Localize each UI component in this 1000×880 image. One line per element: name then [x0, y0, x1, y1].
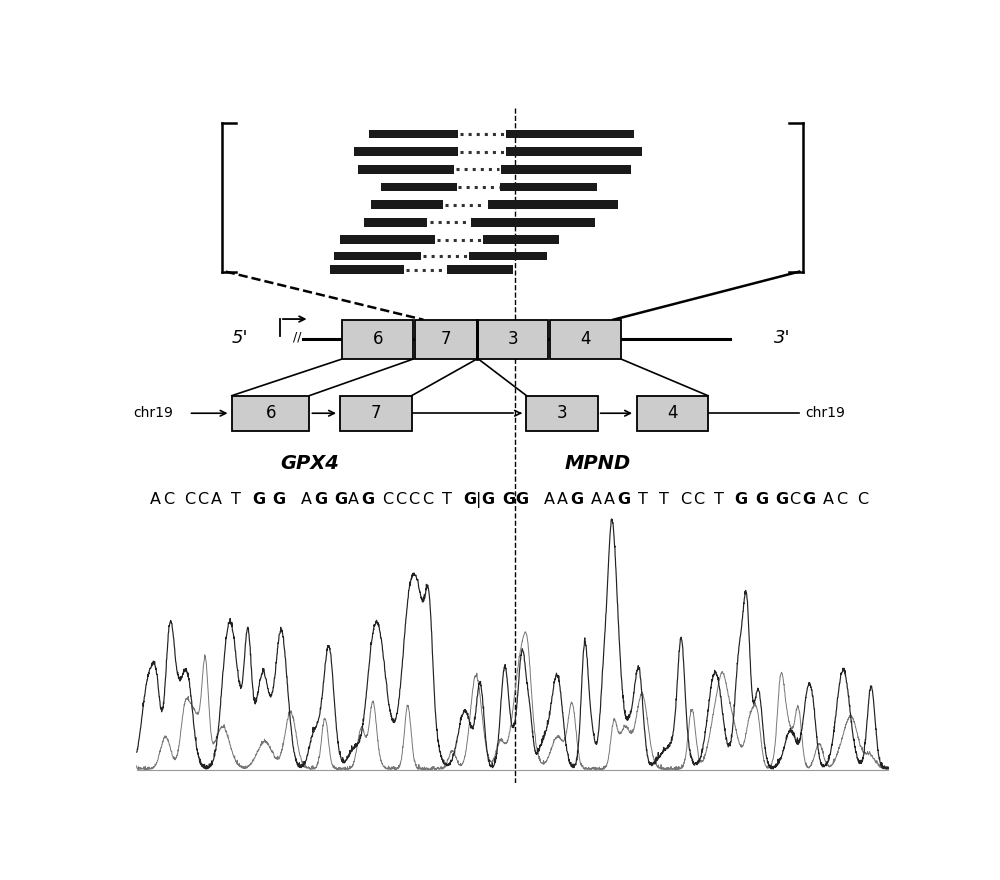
Text: C: C [693, 493, 704, 508]
Bar [415, 319, 477, 359]
Text: 6: 6 [372, 330, 383, 348]
Bar [526, 396, 598, 431]
Bar [342, 319, 413, 359]
Text: C: C [857, 493, 868, 508]
Text: //: // [293, 331, 301, 344]
Bar [354, 147, 458, 156]
Text: 4: 4 [667, 404, 677, 422]
Bar [483, 235, 559, 244]
Text: T: T [442, 493, 452, 508]
Text: G: G [334, 493, 348, 508]
Bar [330, 265, 404, 274]
Bar [334, 252, 421, 260]
Text: GPX4: GPX4 [280, 454, 339, 473]
Text: G: G [314, 493, 327, 508]
Bar [369, 129, 458, 138]
Text: G: G [776, 493, 789, 508]
Text: chr19: chr19 [133, 406, 173, 420]
Text: G: G [618, 493, 631, 508]
Bar [469, 252, 547, 260]
Text: G: G [516, 493, 529, 508]
Bar [232, 396, 309, 431]
Text: G: G [272, 493, 286, 508]
Bar [500, 182, 597, 191]
Text: C: C [408, 493, 420, 508]
Bar [447, 265, 512, 274]
Text: A: A [544, 493, 555, 508]
Text: A: A [300, 493, 311, 508]
Text: A: A [348, 493, 359, 508]
Bar [637, 396, 708, 431]
Text: T: T [714, 493, 724, 508]
Text: A: A [823, 493, 834, 508]
Text: C: C [163, 493, 174, 508]
Text: G: G [361, 493, 374, 508]
Text: C: C [395, 493, 406, 508]
Text: G: G [502, 493, 516, 508]
Text: 3: 3 [557, 404, 567, 422]
Text: 4: 4 [580, 330, 591, 348]
Text: G: G [570, 493, 583, 508]
Text: G: G [252, 493, 265, 508]
Bar [488, 200, 618, 209]
Bar [478, 319, 548, 359]
Text: chr19: chr19 [805, 406, 845, 420]
Text: A: A [591, 493, 602, 508]
Text: T: T [659, 493, 669, 508]
Text: 6: 6 [265, 404, 276, 422]
Bar [501, 165, 631, 173]
Text: 7: 7 [441, 330, 451, 348]
Text: C: C [197, 493, 208, 508]
Bar [471, 217, 595, 226]
Text: A: A [150, 493, 161, 508]
Text: C: C [422, 493, 433, 508]
Text: G: G [463, 493, 476, 508]
Bar [340, 235, 435, 244]
Text: MPND: MPND [565, 454, 631, 473]
Bar [381, 182, 457, 191]
Text: 7: 7 [371, 404, 381, 422]
Text: A: A [210, 493, 221, 508]
Text: 3: 3 [508, 330, 519, 348]
Text: G: G [482, 493, 495, 508]
Text: G: G [734, 493, 747, 508]
Text: C: C [184, 493, 195, 508]
Bar [550, 319, 621, 359]
Text: |: | [476, 492, 482, 508]
Bar [506, 129, 634, 138]
Bar [358, 165, 454, 173]
Text: G: G [802, 493, 815, 508]
Text: T: T [638, 493, 648, 508]
Text: A: A [557, 493, 568, 508]
Text: T: T [231, 493, 241, 508]
Text: 5': 5' [231, 329, 248, 347]
Bar [364, 217, 427, 226]
Text: 3': 3' [774, 329, 790, 347]
Text: C: C [836, 493, 847, 508]
Text: C: C [789, 493, 800, 508]
Text: A: A [604, 493, 615, 508]
Bar [371, 200, 443, 209]
Bar [506, 147, 642, 156]
Text: C: C [680, 493, 691, 508]
Bar [340, 396, 412, 431]
Text: G: G [755, 493, 768, 508]
Text: C: C [382, 493, 393, 508]
